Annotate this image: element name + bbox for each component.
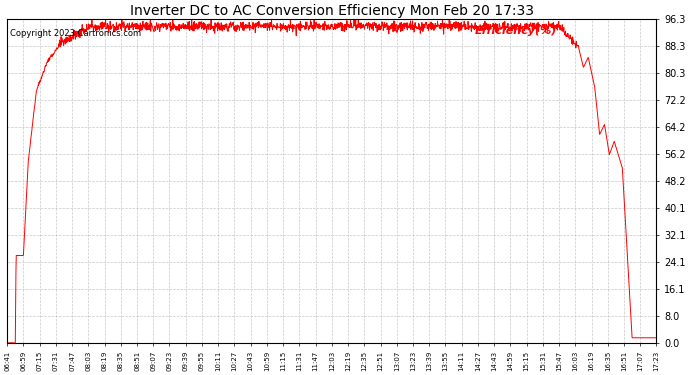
Text: Efficiency(%): Efficiency(%) (475, 26, 557, 36)
Text: Copyright 2023 Cartronics.com: Copyright 2023 Cartronics.com (10, 29, 141, 38)
Title: Inverter DC to AC Conversion Efficiency Mon Feb 20 17:33: Inverter DC to AC Conversion Efficiency … (130, 4, 534, 18)
